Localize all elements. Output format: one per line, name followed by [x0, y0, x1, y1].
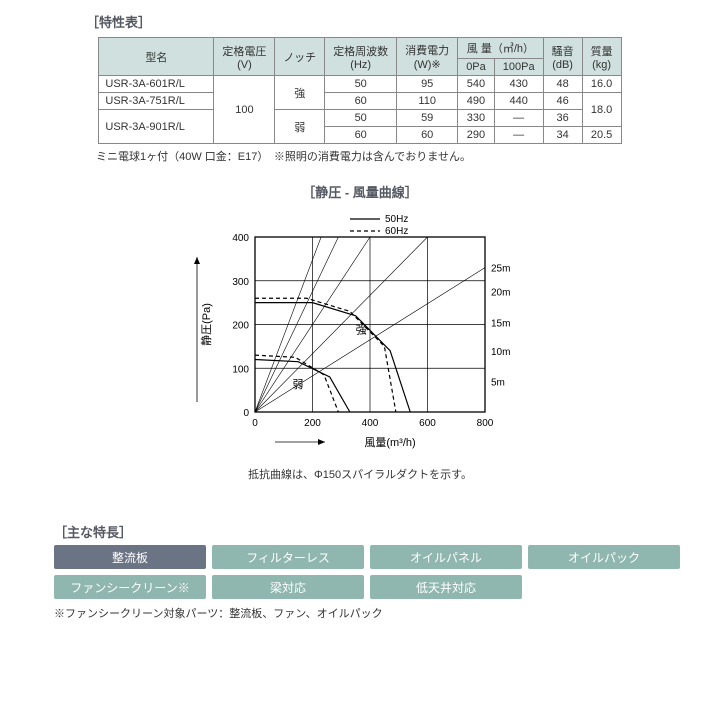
svg-text:0: 0 — [243, 408, 249, 419]
svg-text:10m: 10m — [491, 347, 510, 358]
th-noise: 騒音(dB) — [543, 38, 582, 76]
svg-text:60Hz: 60Hz — [385, 226, 408, 237]
svg-text:800: 800 — [477, 418, 494, 429]
th-a100: 100Pa — [494, 59, 543, 76]
th-model: 型名 — [99, 38, 214, 76]
model-2: USR-3A-901R/L — [99, 110, 214, 144]
mass-1: 18.0 — [582, 93, 621, 127]
th-power: 消費電力(W)※ — [397, 38, 458, 76]
feature-tag: 梁対応 — [212, 575, 364, 599]
svg-text:15m: 15m — [491, 318, 510, 329]
th-airflow: 風 量（㎥/h） — [458, 38, 543, 59]
voltage: 100 — [214, 76, 275, 144]
notch-weak: 弱 — [275, 110, 325, 144]
svg-text:25m: 25m — [491, 264, 510, 275]
th-a0: 0Pa — [458, 59, 495, 76]
features-title: ［主な特長］ — [54, 522, 696, 541]
features-note: ※ファンシークリーン対象パーツ：整流板、ファン、オイルパック — [54, 605, 696, 621]
model-0: USR-3A-601R/L — [99, 76, 214, 93]
th-freq: 定格周波数(Hz) — [325, 38, 397, 76]
svg-text:50Hz: 50Hz — [385, 214, 408, 225]
svg-text:600: 600 — [419, 418, 436, 429]
th-mass: 質量(kg) — [582, 38, 621, 76]
spec-table: 型名 定格電圧(V) ノッチ 定格周波数(Hz) 消費電力(W)※ 風 量（㎥/… — [98, 37, 621, 144]
svg-text:100: 100 — [232, 364, 249, 375]
feature-tag: オイルパック — [528, 545, 680, 569]
chart-caption: 抵抗曲線は、Φ150スパイラルダクトを示す。 — [24, 466, 696, 482]
feature-tag: ファンシークリーン※ — [54, 575, 206, 599]
svg-text:強: 強 — [356, 323, 367, 336]
svg-text:200: 200 — [232, 321, 249, 332]
model-1: USR-3A-751R/L — [99, 93, 214, 110]
chart-title: ［静圧 - 風量曲線］ — [24, 182, 696, 201]
mass-2: 20.5 — [582, 127, 621, 144]
mass-0: 16.0 — [582, 76, 621, 93]
svg-text:0: 0 — [252, 418, 258, 429]
svg-text:400: 400 — [232, 233, 249, 244]
feature-tags: 整流板フィルターレスオイルパネルオイルパックファンシークリーン※梁対応低天井対応 — [54, 545, 696, 599]
svg-text:5m: 5m — [491, 377, 505, 388]
th-voltage: 定格電圧(V) — [214, 38, 275, 76]
svg-text:静圧(Pa): 静圧(Pa) — [199, 303, 213, 346]
svg-text:200: 200 — [304, 418, 321, 429]
svg-text:20m: 20m — [491, 288, 510, 299]
feature-tag: 整流板 — [54, 545, 206, 569]
feature-tag: 低天井対応 — [370, 575, 522, 599]
notch-strong: 強 — [275, 76, 325, 110]
svg-text:弱: 弱 — [292, 378, 303, 391]
svg-text:風量(m³/h): 風量(m³/h) — [364, 436, 415, 449]
feature-tag: オイルパネル — [370, 545, 522, 569]
th-notch: ノッチ — [275, 38, 325, 76]
feature-tag: フィルターレス — [212, 545, 364, 569]
svg-text:400: 400 — [362, 418, 379, 429]
spec-title: ［特性表］ — [86, 12, 696, 31]
svg-text:300: 300 — [232, 277, 249, 288]
spec-footnote: ミニ電球1ヶ付（40W 口金：E17） ※照明の消費電力は含んでおりません。 — [96, 148, 696, 164]
pressure-flow-chart: 50Hz60Hz 0 200 400 600 800 100 200 300 400 0 25m 20m… — [180, 207, 540, 457]
